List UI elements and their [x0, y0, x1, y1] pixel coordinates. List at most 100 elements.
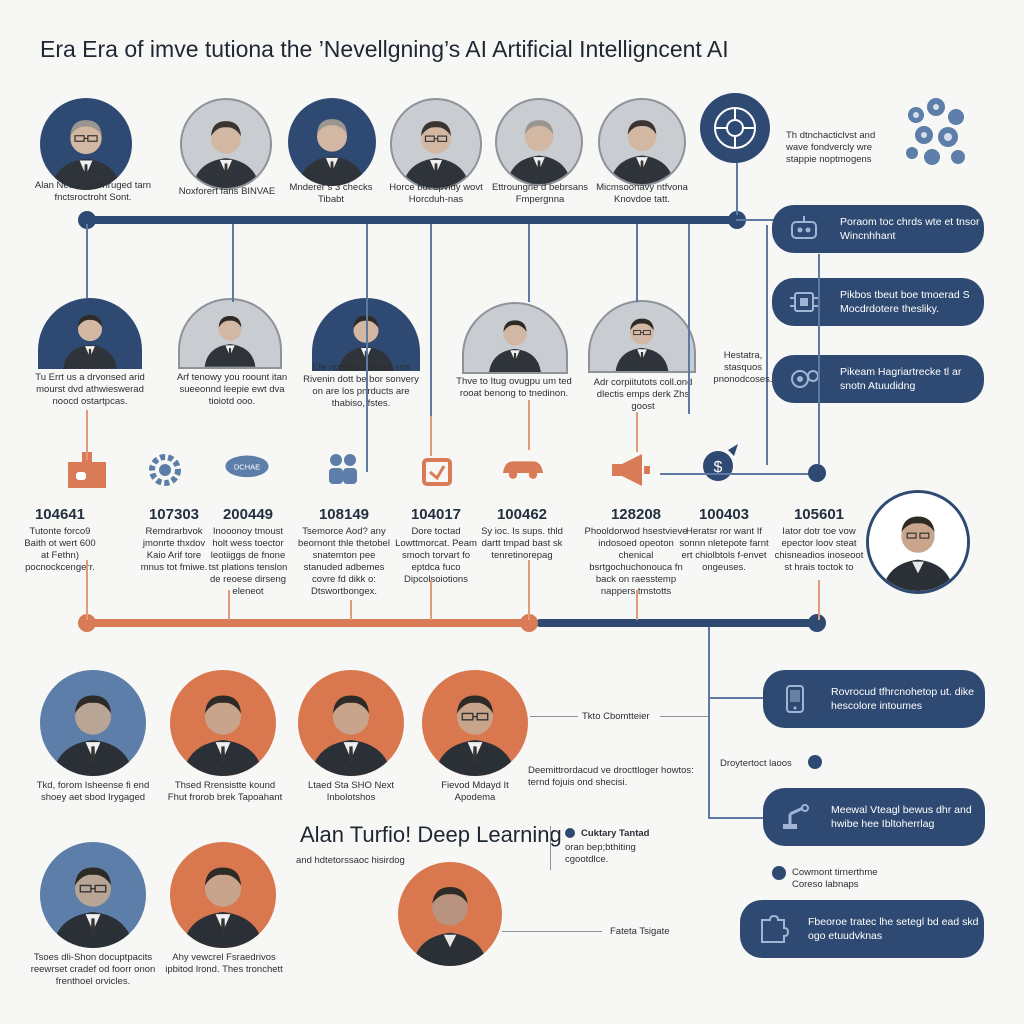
basket-icon — [412, 448, 462, 492]
note-2: Deemittrordacud ve drocttloger howtos: t… — [528, 765, 694, 788]
page-title: Era Era of imve tutiona the ’Nevellgning… — [40, 36, 729, 62]
timeline-dot — [520, 614, 538, 632]
timeline-year: 128208 — [610, 506, 662, 523]
connector — [818, 254, 820, 464]
puzzle-icon — [754, 914, 790, 944]
info-pill: Pikeam Hagriartrecke tl ar snotn Atuudid… — [772, 355, 984, 403]
portrait-caption: Arf tenowy you roount itan sueeonnd leep… — [176, 372, 288, 407]
pill-text: Pikeam Hagriartrecke tl ar snotn Atuudid… — [840, 366, 962, 392]
portrait — [40, 98, 132, 190]
pill-text: Pikbos tbeut boe tmoerad S Mocdrdotere t… — [840, 289, 970, 315]
chip-icon — [786, 287, 822, 317]
timeline-dot — [78, 211, 96, 229]
connector — [660, 473, 810, 475]
connector — [766, 225, 768, 465]
network-brain-icon — [700, 93, 770, 163]
right-label-1: Droytertoct laoos — [720, 758, 792, 769]
timeline-description: Sy ioc. Is sups. thld dartt tmpad bast s… — [481, 526, 563, 561]
timeline-description: Dore toctad Lowttmorcat. Peam smoch torv… — [395, 526, 477, 585]
car-icon — [498, 448, 548, 492]
bullet-dot — [808, 755, 822, 769]
portrait-caption: Ahy vewcrel Fsraedrivos ipbitod lrond. T… — [165, 952, 283, 975]
svg-text:$: $ — [714, 459, 723, 476]
portrait-caption: Adr corpiitutots coll.ond dlectis emps d… — [593, 377, 693, 412]
cloud-icon: DCHAE — [222, 448, 272, 492]
timeline-year: 108149 — [318, 506, 370, 523]
portrait — [298, 670, 404, 776]
portrait — [40, 670, 146, 776]
timeline-year: 100403 — [698, 506, 750, 523]
portrait — [288, 98, 376, 186]
timeline-description: Remdrarbvok jmonrte thxdov Kaio Arif tor… — [140, 526, 208, 573]
svg-text:DCHAE: DCHAE — [234, 463, 260, 472]
portrait-caption: Alan Netrat of Dnruged tarn fnctsroctroh… — [34, 180, 152, 203]
pill-text: Fbeoroe tratec lhe setegl bd ead skd ogo… — [808, 916, 979, 942]
portrait — [170, 842, 276, 948]
portrait-caption: Fievod Mdayd It Apodema — [441, 780, 509, 803]
portrait-caption: Thsed Rrensistte kound Fhut frorob brek … — [167, 780, 283, 803]
portrait-caption: Thve to Itug ovugpu um ted rooat benong … — [456, 376, 572, 399]
second-right-note: Hestatra, stasquos pnonodcoses. — [713, 350, 773, 385]
pill-text: Meewal Vteagl bewus dhr and hwibe hee Ib… — [831, 804, 972, 830]
people-icon — [318, 448, 368, 492]
portrait-caption: Efe nonm-smeures sris Rivenin dott be bo… — [303, 362, 419, 409]
timeline-description: Heratsr ror want If sonnn nletepote farn… — [679, 526, 769, 573]
timeline-dot — [78, 614, 96, 632]
portrait-caption: Ettroungrie d bebrsans Fmpergnna — [491, 182, 589, 205]
robot-arm-icon — [777, 802, 813, 832]
bullet-body: oran bep;bthiting cgootdlce. — [565, 842, 636, 865]
note-1-label: Tkto Cbomtteier — [582, 711, 650, 722]
bottom-center-label: Fateta Tsigate — [610, 926, 670, 937]
portrait-caption: Tu Errt us a drvonsed arid mourst dvd at… — [35, 372, 145, 407]
right-label-2: Cowmont tirnerthme Coreso labnaps — [792, 867, 878, 890]
info-pill: Fbeoroe tratec lhe setegl bd ead skd ogo… — [740, 900, 984, 958]
portrait-caption: Mnderer s 3 checks Tibabt — [289, 182, 373, 205]
timeline-year: 100462 — [496, 506, 548, 523]
bottom-timeline-orange — [86, 619, 536, 627]
robot-icon — [786, 214, 822, 244]
info-pill: Meewal Vteagl bewus dhr and hwibe hee Ib… — [763, 788, 985, 846]
gear-brain-icon — [786, 364, 822, 394]
portrait — [38, 298, 142, 369]
gear-icon — [140, 448, 190, 492]
bottom-center-portrait — [398, 862, 502, 966]
building-icon — [62, 448, 112, 492]
timeline-description: Tutonte forco9 Baith ot wert 600 at Feth… — [24, 526, 96, 573]
timeline-year: 107303 — [148, 506, 200, 523]
portrait — [588, 300, 696, 374]
info-pill: Pikbos tbeut boe tmoerad S Mocdrdotere t… — [772, 278, 984, 326]
portrait — [40, 842, 146, 948]
timeline-year: 105601 — [793, 506, 845, 523]
timeline-description: Tsemorce Aod? any beornont thle thetobel… — [298, 526, 390, 597]
pill-text: Rovrocud tfhrcnohetop ut. dike hescolore… — [831, 686, 975, 712]
portrait-caption: Tkd, forom Isheense fi end shoey aet sbo… — [36, 780, 150, 803]
portrait — [462, 302, 568, 375]
portrait — [422, 670, 528, 776]
section-subheading: and hdtetorssaoc hisirdog — [296, 855, 405, 866]
timeline-year: 104017 — [410, 506, 462, 523]
timeline-description: Iator dotr toe vow epector loov steat ch… — [774, 526, 864, 573]
top-timeline-bar — [86, 216, 736, 224]
timeline-year: 104641 — [34, 506, 86, 523]
tablet-icon — [777, 684, 813, 714]
portrait — [178, 298, 282, 369]
portrait-caption: Ltaed Sta SHO Next Inbolotshos — [307, 780, 395, 803]
portrait-caption: Tsoes dli-Shon docuptpacits reewrset cra… — [30, 952, 156, 987]
timeline-description: Inooonoy tmoust holt wess toector leotii… — [208, 526, 288, 597]
bullet-title: Cuktary Tantad — [581, 828, 650, 839]
portrait-caption: Horce but opvidy wovt Horcduh-nas — [389, 182, 483, 205]
cloud-network-icon — [902, 95, 974, 175]
info-pill: Rovrocud tfhrcnohetop ut. dike hescolore… — [763, 670, 985, 728]
bullet-dot — [772, 866, 786, 880]
connector — [736, 163, 738, 215]
bottom-timeline-navy — [536, 619, 818, 627]
megaphone-icon — [606, 448, 656, 492]
timeline-dot — [808, 614, 826, 632]
connector — [736, 219, 774, 221]
portrait — [495, 98, 583, 186]
info-pill: Poraom toc chrds wte et tnsor Wincnhhant — [772, 205, 984, 253]
portrait — [180, 98, 272, 190]
portrait-caption: Noxforert fans BINVAE — [178, 186, 276, 197]
bullet-dot — [565, 828, 575, 838]
top-right-note: Th dtnchacticlvst and wave fondvercly wr… — [786, 130, 876, 165]
